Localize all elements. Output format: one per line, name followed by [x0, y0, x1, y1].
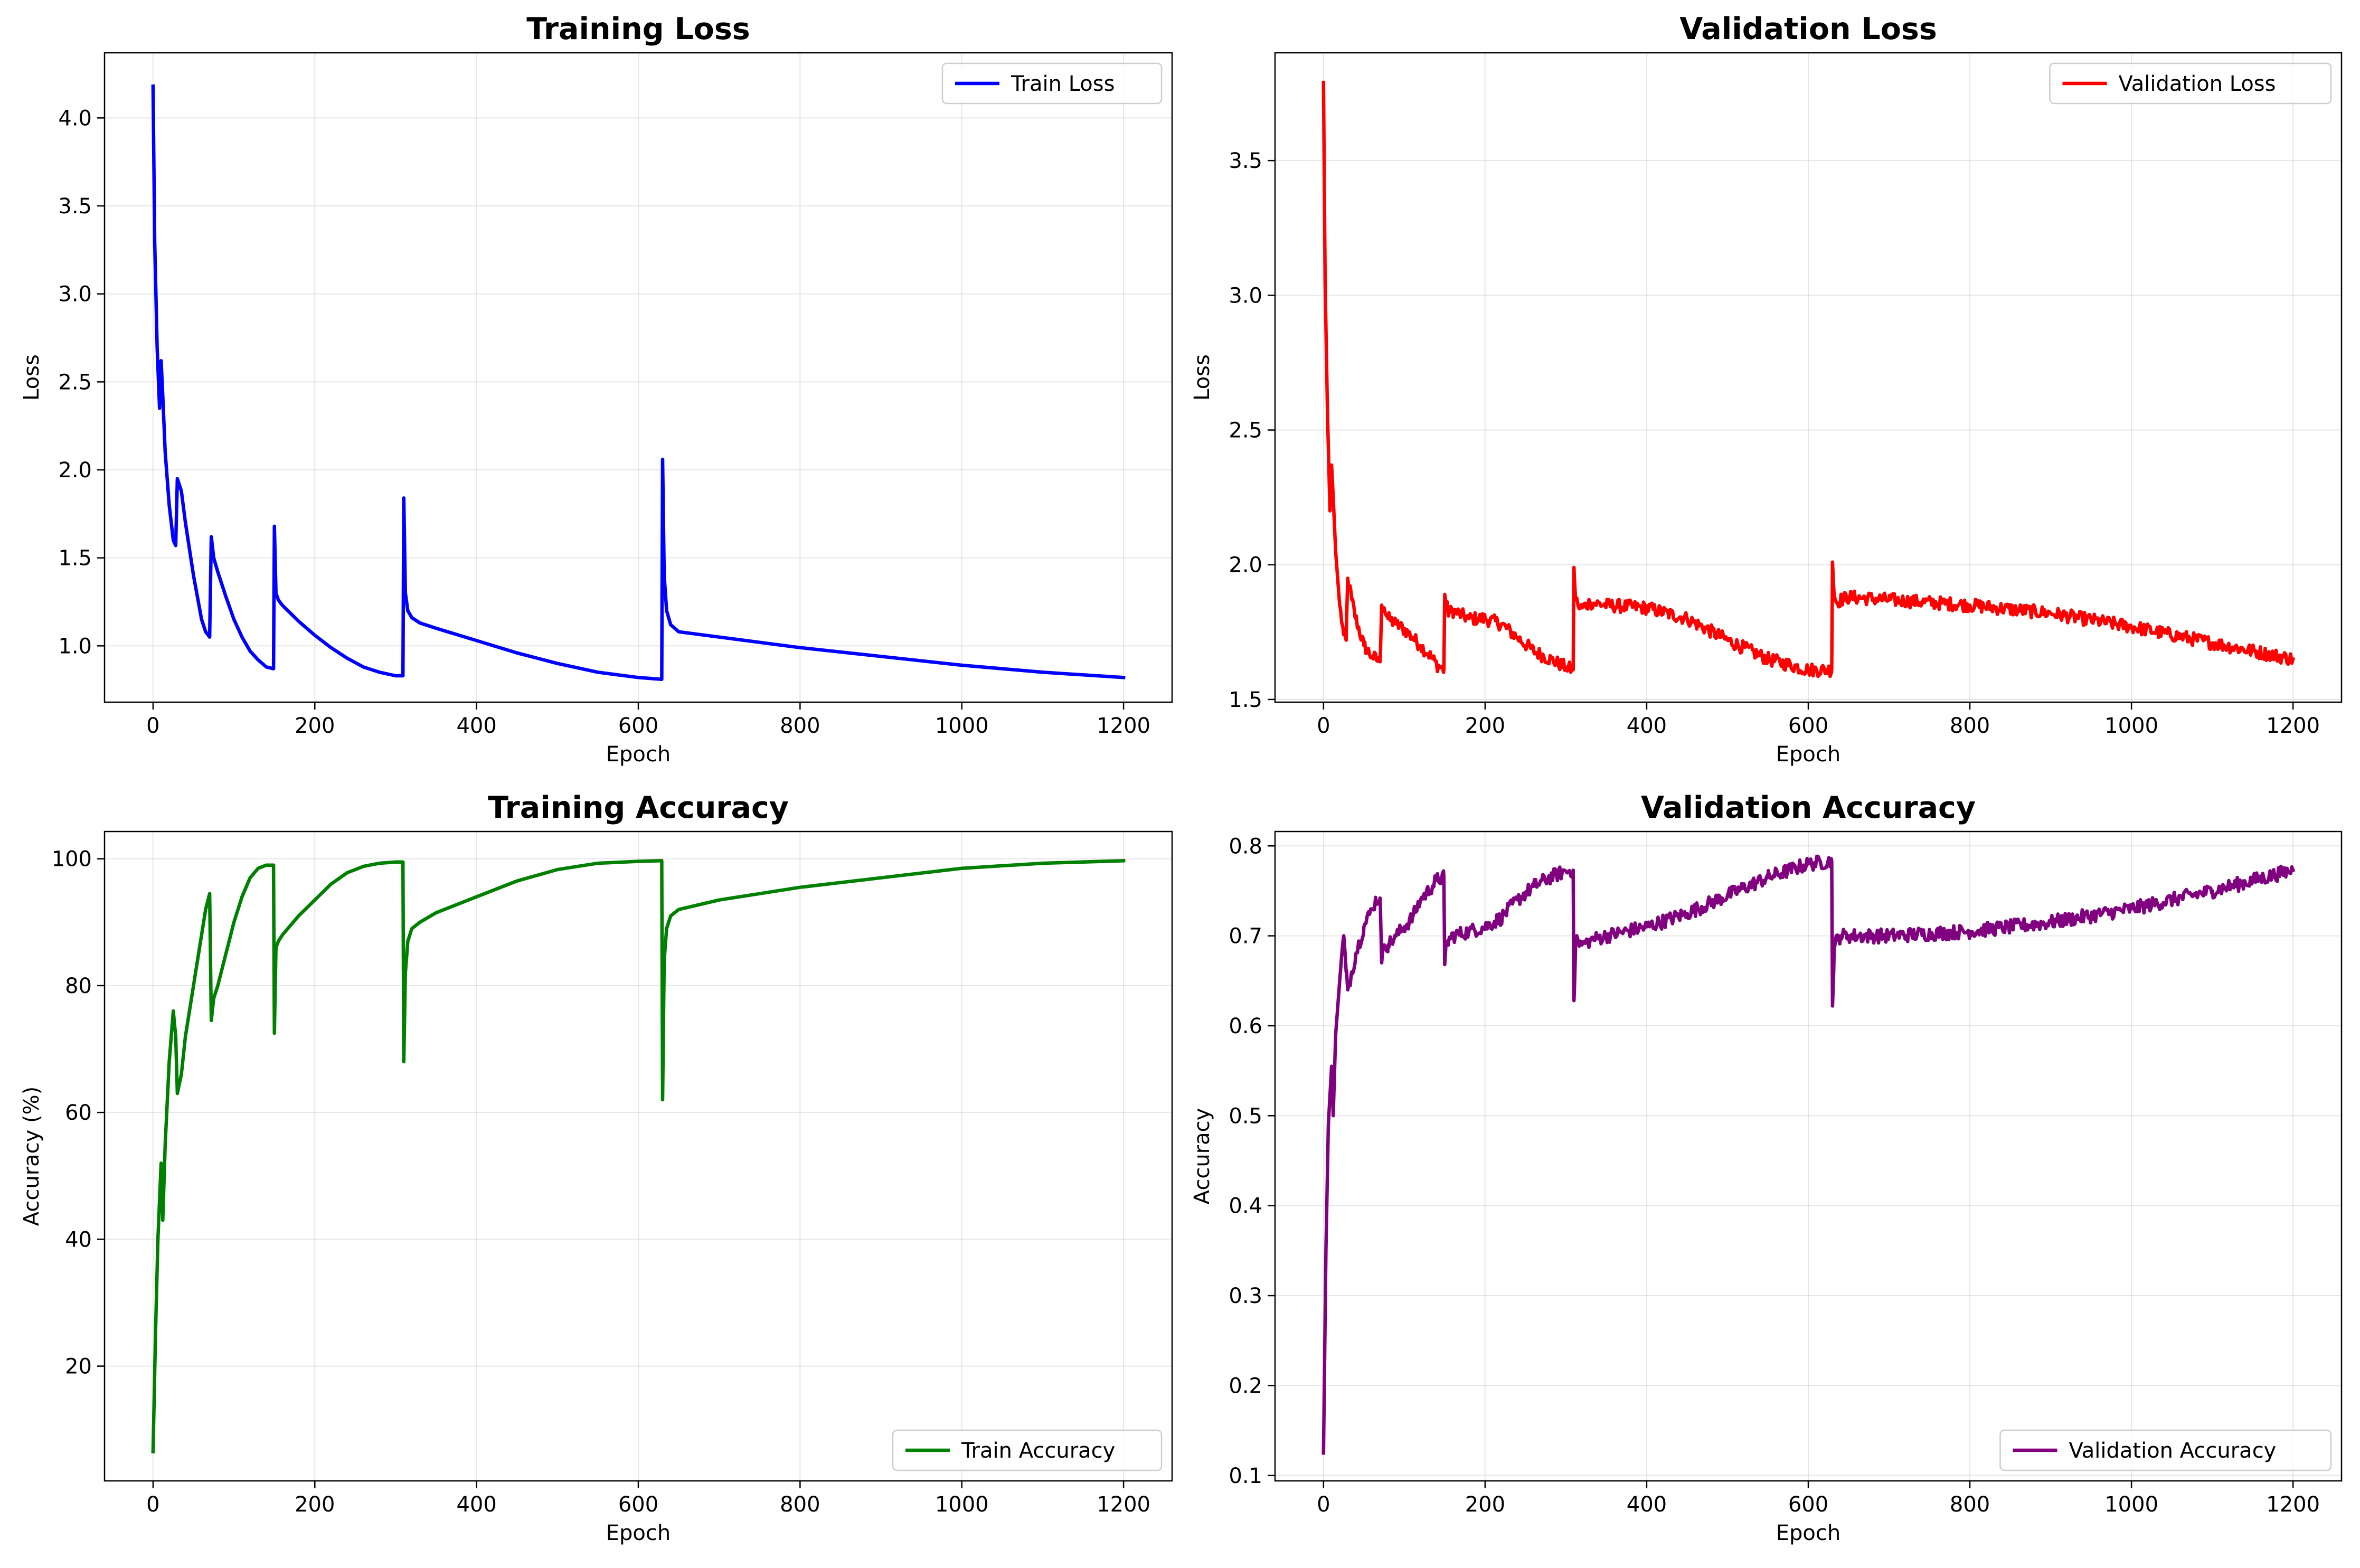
x-tick-label: 400: [456, 1493, 496, 1517]
panel-validation-loss: 0 200 400 600 800 1000 1200 1.5 2.0 2.5 3.0 3.5 Vali…: [1180, 0, 2360, 784]
panel-validation-accuracy: 0 200 400 600 800 1000 1200 0.1 0.2 0.3 0.4 0.5 0.6 0…: [1180, 784, 2360, 1568]
x-tick-label: 0: [146, 714, 159, 738]
legend-label: Validation Loss: [2119, 72, 2276, 96]
y-tick-label: 0.8: [1229, 834, 1262, 858]
y-tick-label: 80: [65, 974, 92, 998]
x-tick-label: 600: [618, 714, 658, 738]
legend: Train Loss: [941, 62, 1163, 105]
y-tick-label: 2.5: [1229, 419, 1262, 443]
y-tick-label: 1.5: [58, 546, 92, 571]
x-tick-label: 800: [1950, 714, 1990, 738]
x-tick-label: 600: [618, 1493, 658, 1517]
x-tick-label: 800: [780, 1493, 820, 1517]
chart-svg: 0 200 400 600 800 1000 1200 1.0 1.5 2.0 2.5 3.0 3.5 4…: [20, 12, 1173, 767]
legend: Validation Accuracy: [1999, 1429, 2332, 1471]
x-tick-label: 200: [1465, 714, 1505, 738]
series-line: [151, 84, 1126, 681]
y-tick-label: 2.0: [1229, 553, 1262, 578]
legend: Train Accuracy: [892, 1429, 1163, 1471]
y-tick-label: 0.2: [1229, 1374, 1262, 1398]
x-tick-label: 600: [1788, 714, 1828, 738]
x-tick-label: 1000: [2104, 714, 2158, 738]
x-tick-label: 400: [456, 714, 496, 738]
panel-training-loss: 0 200 400 600 800 1000 1200 1.0 1.5 2.0 2.5 3.0 3.5 4…: [0, 0, 1180, 784]
x-tick-label: 200: [1465, 1493, 1505, 1517]
y-tick-label: 100: [52, 847, 92, 872]
chart-title: Validation Loss: [1679, 12, 1937, 46]
y-tick-label: 3.0: [1229, 284, 1262, 308]
x-axis-label: Epoch: [606, 1521, 671, 1545]
y-tick-label: 1.5: [1229, 688, 1262, 712]
x-tick-label: 0: [1317, 714, 1330, 738]
y-tick-label: 3.0: [58, 282, 92, 307]
x-tick-label: 200: [295, 714, 335, 738]
y-axis-label: Accuracy: [1190, 1108, 1214, 1205]
x-tick-label: 800: [1950, 1493, 1990, 1517]
y-axis-label: Loss: [20, 354, 44, 401]
x-tick-label: 400: [1627, 714, 1667, 738]
legend: Validation Loss: [2049, 62, 2332, 105]
x-tick-label: 1200: [2266, 1493, 2320, 1517]
x-tick-label: 1000: [935, 1493, 989, 1517]
y-tick-label: 4.0: [58, 106, 92, 130]
y-tick-label: 20: [65, 1355, 92, 1379]
series-line: [1321, 80, 2296, 678]
y-tick-label: 2.0: [58, 458, 92, 483]
chart-title: Training Loss: [526, 12, 750, 46]
x-tick-label: 600: [1788, 1493, 1828, 1517]
y-tick-label: 3.5: [1229, 149, 1262, 173]
x-axis-label: Epoch: [606, 742, 671, 767]
y-tick-label: 0.4: [1229, 1194, 1262, 1218]
y-tick-label: 60: [65, 1101, 92, 1125]
y-axis-label: Loss: [1190, 354, 1214, 401]
chart-title: Validation Accuracy: [1641, 790, 1976, 825]
x-tick-label: 1200: [2266, 714, 2320, 738]
chart-svg: 0 200 400 600 800 1000 1200 1.5 2.0 2.5 3.0 3.5 Vali…: [1190, 12, 2343, 767]
x-tick-label: 0: [146, 1493, 159, 1517]
y-axis-label: Accuracy (%): [20, 1087, 44, 1226]
legend-label: Train Loss: [1011, 72, 1115, 96]
x-tick-label: 200: [295, 1493, 335, 1517]
y-tick-label: 3.5: [58, 194, 92, 219]
x-tick-label: 800: [780, 714, 820, 738]
y-tick-label: 0.7: [1229, 924, 1262, 949]
y-tick-label: 0.5: [1229, 1104, 1262, 1128]
legend-label: Train Accuracy: [961, 1439, 1115, 1463]
x-tick-label: 400: [1627, 1493, 1667, 1517]
legend-label: Validation Accuracy: [2069, 1439, 2277, 1463]
y-tick-label: 40: [65, 1227, 92, 1252]
y-tick-label: 1.0: [58, 634, 92, 658]
x-tick-label: 1200: [1097, 1493, 1150, 1517]
y-tick-label: 2.5: [58, 370, 92, 394]
y-tick-label: 0.1: [1229, 1464, 1262, 1488]
chart-svg: 0 200 400 600 800 1000 1200 0.1 0.2 0.3 0.4 0.5 0.6 0…: [1190, 790, 2343, 1545]
x-axis-label: Epoch: [1776, 742, 1840, 767]
y-tick-label: 0.3: [1229, 1284, 1262, 1308]
series-line: [151, 858, 1126, 1454]
x-tick-label: 1000: [2104, 1493, 2158, 1517]
x-axis-label: Epoch: [1776, 1521, 1840, 1545]
chart-svg: 0 200 400 600 800 1000 1200 20 40 60 80 100 Training…: [20, 790, 1173, 1545]
series-line: [1321, 854, 2296, 1455]
y-tick-label: 0.6: [1229, 1014, 1262, 1038]
panel-training-accuracy: 0 200 400 600 800 1000 1200 20 40 60 80 100 Training…: [0, 784, 1180, 1568]
x-tick-label: 1000: [935, 714, 989, 738]
chart-title: Training Accuracy: [488, 790, 789, 825]
x-tick-label: 0: [1317, 1493, 1330, 1517]
x-tick-label: 1200: [1097, 714, 1150, 738]
